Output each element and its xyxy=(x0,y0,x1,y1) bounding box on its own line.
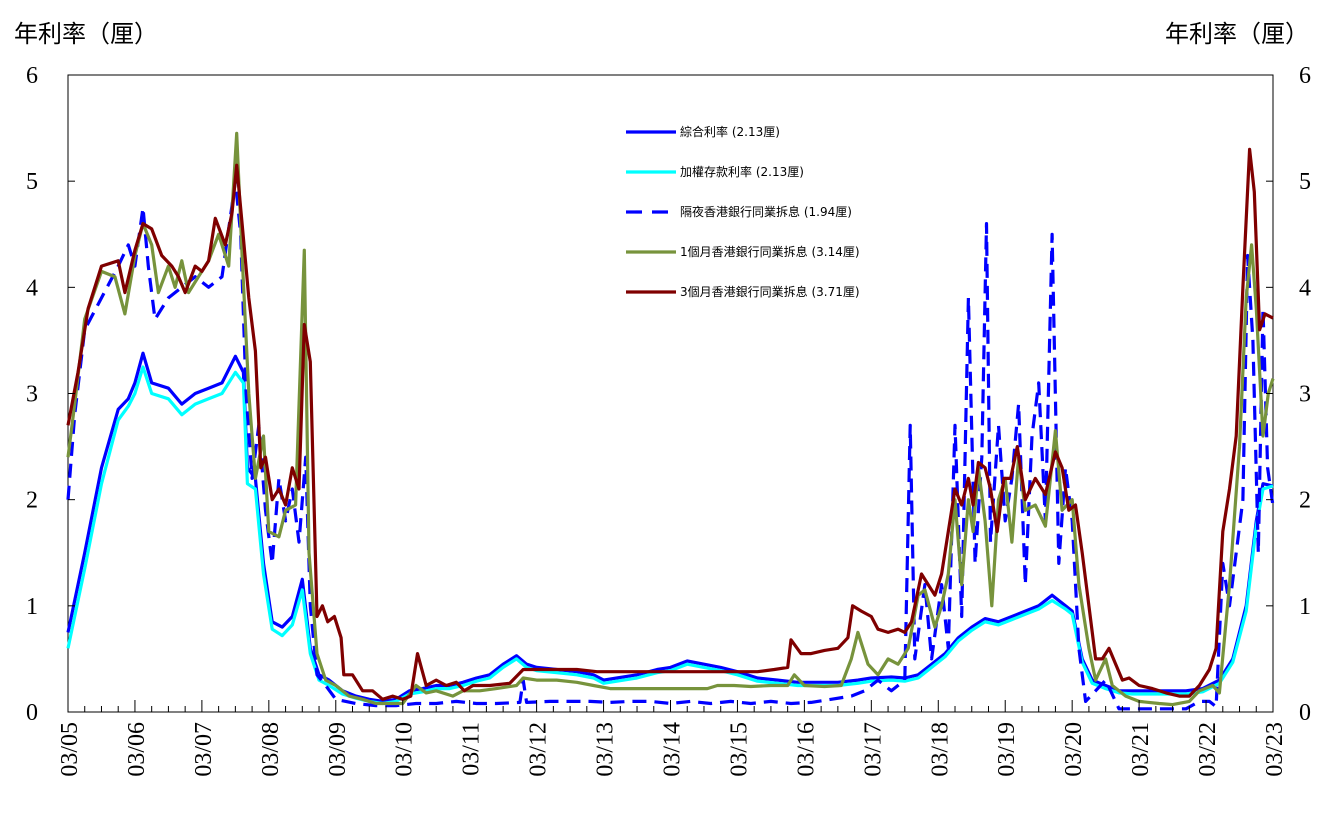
legend-label-2: 加權存款利率 (2.13厘) xyxy=(680,164,804,179)
x-tick-label: 03/12 xyxy=(526,722,552,777)
x-tick-label: 03/15 xyxy=(726,722,752,777)
x-tick-label: 03/21 xyxy=(1128,722,1154,777)
series-line-5 xyxy=(66,147,1274,701)
legend-label-1: 綜合利率 (2.13厘) xyxy=(680,124,780,139)
x-tick-label: 03/18 xyxy=(927,722,953,777)
y-tick-label-left: 2 xyxy=(26,488,38,514)
x-tick-label: 03/13 xyxy=(593,722,619,777)
x-tick-label: 03/20 xyxy=(1061,722,1087,777)
y-tick-label-right: 1 xyxy=(1299,594,1311,620)
legend-label-4: 1個月香港銀行同業拆息 (3.14厘) xyxy=(680,244,860,259)
y-tick-label-right: 0 xyxy=(1299,700,1311,726)
x-tick-label: 03/07 xyxy=(191,722,217,777)
legend-label-3: 隔夜香港銀行同業拆息 (1.94厘) xyxy=(680,204,852,219)
y-tick-label-right: 6 xyxy=(1299,63,1311,89)
y-tick-label-left: 3 xyxy=(26,382,38,408)
y-tick-label-left: 0 xyxy=(26,700,38,726)
x-tick-label: 03/16 xyxy=(793,722,819,777)
x-tick-label: 03/23 xyxy=(1262,722,1288,777)
x-tick-label: 03/11 xyxy=(459,722,485,776)
series-line-4 xyxy=(66,131,1275,707)
x-tick-label: 03/19 xyxy=(994,722,1020,777)
y-tick-label-left: 1 xyxy=(26,594,38,620)
y-tick-label-left: 6 xyxy=(26,63,38,89)
y-tick-label-right: 4 xyxy=(1299,275,1311,301)
x-tick-label: 03/08 xyxy=(258,722,284,777)
x-tick-label: 03/22 xyxy=(1195,722,1221,777)
legend-label-5: 3個月香港銀行同業拆息 (3.71厘) xyxy=(680,284,860,299)
x-tick-label: 03/10 xyxy=(392,722,418,777)
x-tick-label: 03/09 xyxy=(325,722,351,777)
y-tick-label-left: 5 xyxy=(26,169,38,195)
series-line-3 xyxy=(66,179,1275,711)
y-axis-title-left: 年利率（厘） xyxy=(14,20,158,48)
x-tick-label: 03/06 xyxy=(124,722,150,777)
series-line-2 xyxy=(66,365,1274,706)
y-tick-label-right: 2 xyxy=(1299,488,1311,514)
y-tick-label-right: 5 xyxy=(1299,169,1311,195)
y-axis-title-right: 年利率（厘） xyxy=(1165,20,1309,48)
x-tick-label: 03/05 xyxy=(57,722,83,777)
x-tick-label: 03/17 xyxy=(860,722,886,777)
x-tick-label: 03/14 xyxy=(660,722,686,777)
y-tick-label-left: 4 xyxy=(26,275,38,301)
y-tick-label-right: 3 xyxy=(1299,382,1311,408)
